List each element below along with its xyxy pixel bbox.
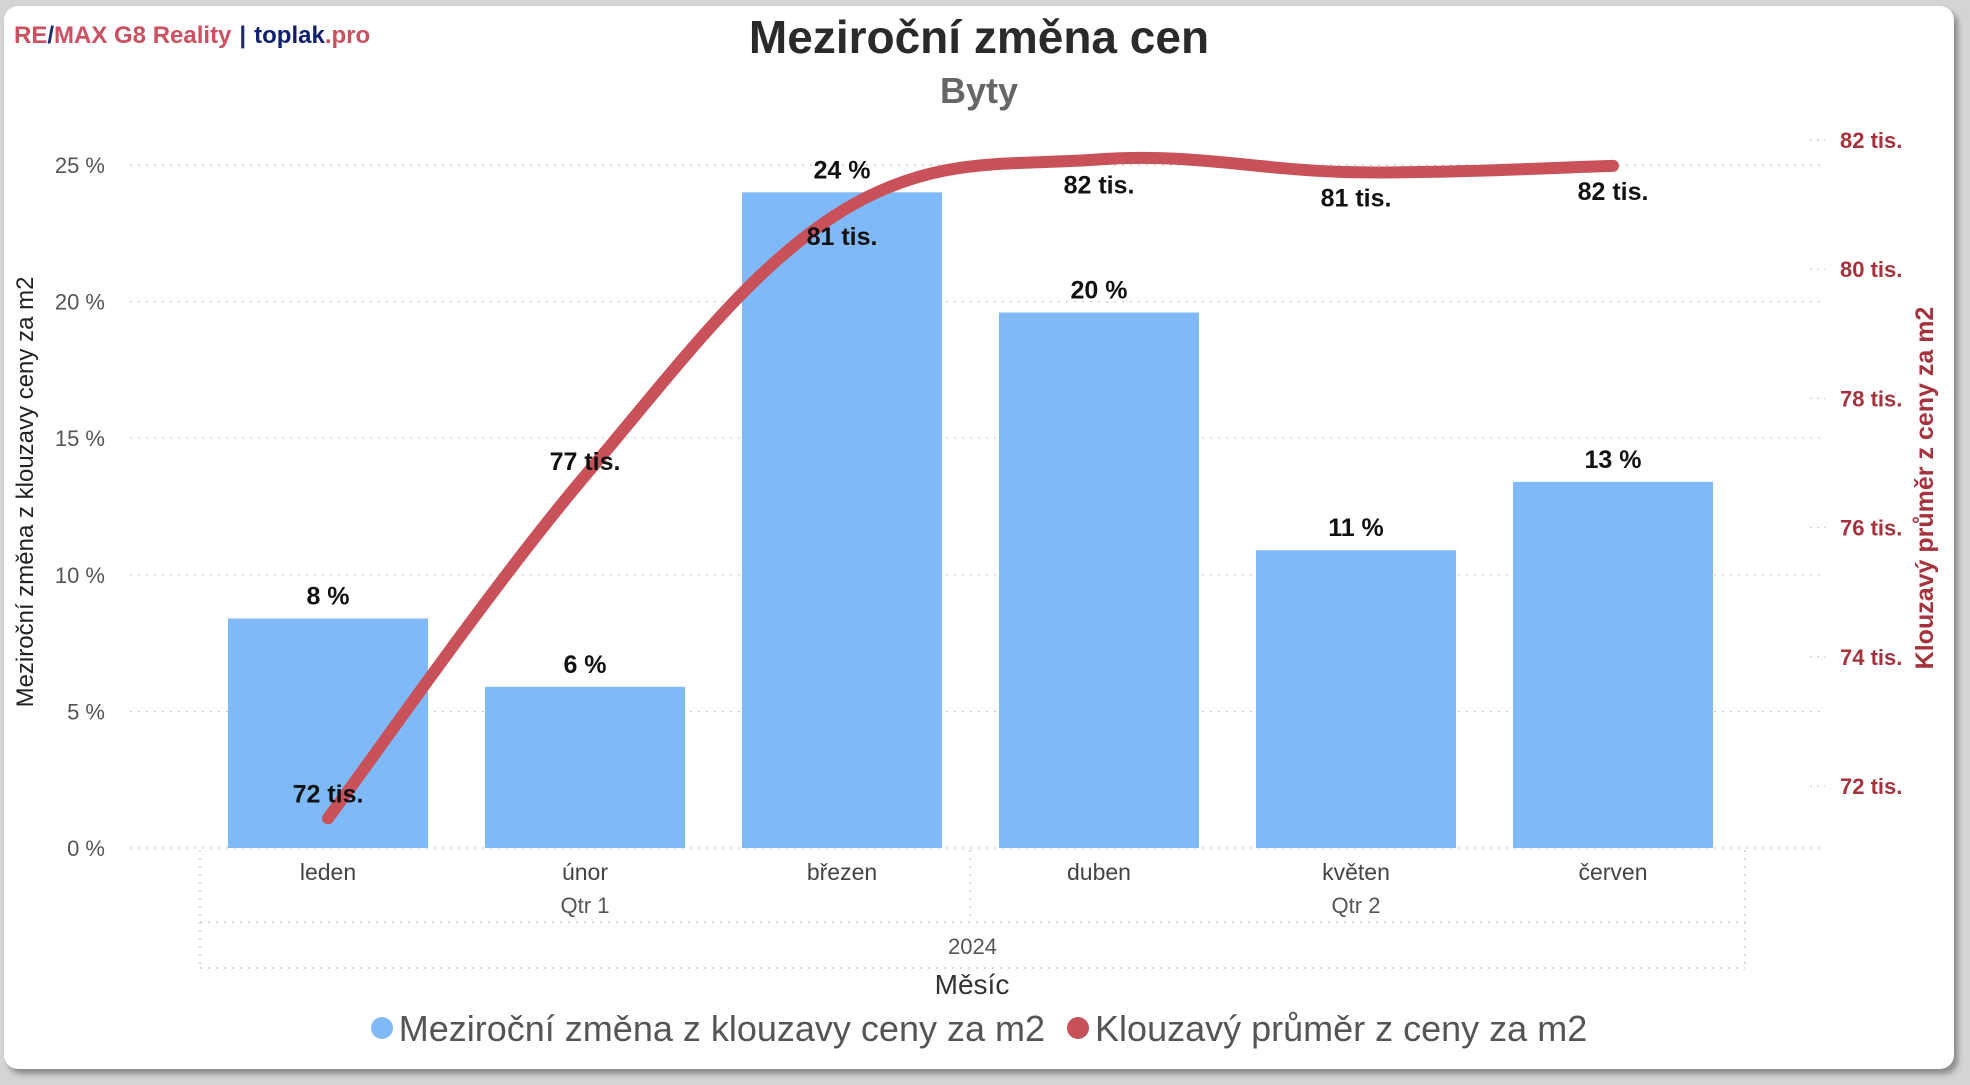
bar-value-label: 13 % bbox=[1585, 446, 1642, 474]
bar bbox=[485, 686, 685, 848]
line-point bbox=[1612, 164, 1614, 167]
line-value-label: 81 tis. bbox=[807, 223, 878, 251]
x-tick-label: duben bbox=[1067, 859, 1131, 885]
y-axis-title: Meziroční změna z klouzavy ceny za m2 bbox=[12, 277, 39, 708]
legend-item-line[interactable]: Klouzavý průměr z ceny za m2 bbox=[1067, 1008, 1587, 1050]
line-value-label: 77 tis. bbox=[550, 448, 621, 476]
label-layer: 8 % 6 % 24 % 20 % 11 % 13 % 72 tis. 77 tis. 81 t… bbox=[293, 156, 1649, 808]
chart-subtitle: Byty bbox=[939, 70, 1019, 111]
y2-tick-label: 82 tis. bbox=[1840, 128, 1902, 153]
brand-slash: / bbox=[47, 22, 55, 49]
line-value-label: 81 tis. bbox=[1321, 184, 1392, 212]
y-tick-label: 20 % bbox=[55, 290, 105, 315]
axis-layer: 0 % 5 % 10 % 15 % 20 % 25 % 72 tis. 74 tis. 76 t… bbox=[12, 128, 1939, 1000]
line-layer bbox=[322, 151, 1619, 825]
bar bbox=[1256, 550, 1456, 848]
y2-tick-label: 78 tis. bbox=[1840, 386, 1902, 411]
line-point bbox=[841, 210, 843, 213]
y2-tick-label: 80 tis. bbox=[1840, 257, 1902, 282]
x-year-label: 2024 bbox=[948, 934, 997, 959]
brand-separator: | bbox=[239, 22, 247, 49]
brand-remax-rest: MAX G8 Reality bbox=[54, 22, 232, 49]
brand-pro: .pro bbox=[324, 22, 371, 49]
bar-value-label: 6 % bbox=[563, 651, 606, 679]
x-group-label: Qtr 1 bbox=[561, 893, 610, 918]
x-group-label: Qtr 2 bbox=[1332, 893, 1381, 918]
x-axis-title: Měsíc bbox=[935, 969, 1010, 1000]
line-point bbox=[1355, 171, 1357, 174]
brand-logo: RE/MAX G8 Reality | toplak.pro bbox=[14, 22, 370, 50]
y-tick-label: 25 % bbox=[55, 153, 105, 178]
line-point bbox=[584, 474, 586, 477]
x-tick-label: březen bbox=[807, 859, 877, 885]
line-series-path bbox=[322, 151, 1619, 825]
legend-item-bars[interactable]: Meziroční změna z klouzavy ceny za m2 bbox=[370, 1008, 1046, 1050]
y2-tick-label: 74 tis. bbox=[1840, 645, 1902, 670]
legend-line-label: Klouzavý průměr z ceny za m2 bbox=[1095, 1008, 1588, 1049]
bar bbox=[742, 192, 942, 848]
legend-line-marker-icon bbox=[1067, 1017, 1090, 1040]
line-value-label: 82 tis. bbox=[1064, 171, 1135, 199]
legend-bar-marker-icon bbox=[370, 1017, 393, 1040]
y-tick-label: 15 % bbox=[55, 426, 105, 451]
x-tick-label: červen bbox=[1578, 859, 1647, 885]
chart-title: Meziroční změna cen bbox=[748, 11, 1210, 63]
bar-value-label: 24 % bbox=[814, 156, 871, 184]
x-tick-label: leden bbox=[300, 859, 356, 885]
y-tick-label: 5 % bbox=[67, 699, 105, 724]
grid-layer bbox=[130, 139, 1825, 969]
y2-tick-label: 76 tis. bbox=[1840, 516, 1902, 541]
line-point bbox=[1098, 158, 1100, 161]
line-value-label: 72 tis. bbox=[293, 780, 364, 808]
line-value-label: 82 tis. bbox=[1578, 178, 1649, 206]
bar-layer bbox=[228, 192, 1713, 848]
brand-remax-re: RE bbox=[14, 22, 48, 49]
bar-value-label: 11 % bbox=[1328, 514, 1384, 542]
bar bbox=[1513, 481, 1713, 848]
line-point bbox=[327, 817, 329, 820]
bar-value-label: 8 % bbox=[306, 583, 349, 611]
x-tick-label: květen bbox=[1322, 859, 1390, 885]
bar-value-label: 20 % bbox=[1071, 277, 1128, 305]
brand-toplak: toplak bbox=[254, 22, 325, 49]
y-tick-label: 10 % bbox=[55, 563, 105, 588]
legend: Meziroční změna z klouzavy ceny za m2 Kl… bbox=[0, 1008, 1958, 1050]
y-tick-label: 0 % bbox=[67, 836, 105, 861]
y2-axis-title: Klouzavý průměr z ceny za m2 bbox=[1911, 307, 1939, 670]
legend-bar-label: Meziroční změna z klouzavy ceny za m2 bbox=[398, 1008, 1046, 1049]
y2-tick-label: 72 tis. bbox=[1840, 774, 1902, 799]
bar bbox=[999, 312, 1199, 848]
x-tick-label: únor bbox=[562, 859, 608, 885]
